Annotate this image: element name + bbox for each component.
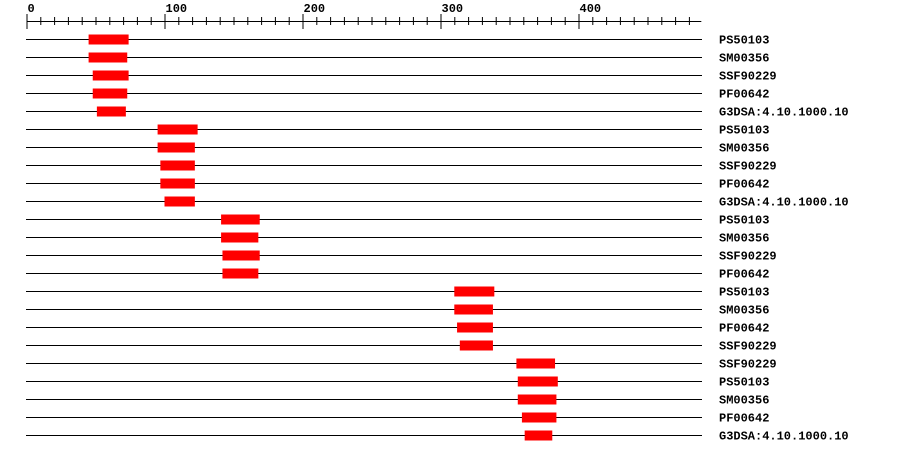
axis-tick-label: 200 [304,2,326,16]
track-label: PS50103 [719,34,769,48]
axis-tick-label: 400 [580,2,602,16]
track-label: PF00642 [719,268,769,282]
domain-bar [157,124,198,135]
domain-bar [92,88,128,99]
domain-bar [164,196,195,207]
track-label: SM00356 [719,304,769,318]
domain-bar [160,178,195,189]
track-label: SSF90229 [719,70,777,84]
domain-bar [96,106,126,117]
domain-bar [457,322,493,333]
track-label: SM00356 [719,142,769,156]
domain-bar [524,430,553,441]
track-label: SM00356 [719,232,769,246]
track-label: PF00642 [719,178,769,192]
track-label: SSF90229 [719,340,777,354]
domain-bar [521,412,557,423]
domain-bar [517,394,557,405]
domain-bar [454,304,493,315]
track-label: SSF90229 [719,358,777,372]
domain-bar [517,376,558,387]
track-label: SM00356 [719,394,769,408]
track-label: SSF90229 [719,250,777,264]
track-label: PF00642 [719,88,769,102]
domain-bar [221,214,260,225]
domain-bar [222,268,259,279]
domain-bar [160,160,195,171]
axis-tick-label: 100 [166,2,188,16]
track-label: PF00642 [719,322,769,336]
track-label: PS50103 [719,286,769,300]
domain-bar [157,142,195,153]
domain-bar [88,52,128,63]
track-label: PF00642 [719,412,769,426]
domain-bar [92,70,129,81]
domain-bar [222,250,260,261]
track-label: PS50103 [719,124,769,138]
track-label: G3DSA:4.10.1000.10 [719,430,849,444]
track-label: SSF90229 [719,160,777,174]
track-label: PS50103 [719,214,769,228]
axis-tick-label: 300 [442,2,464,16]
track-label: G3DSA:4.10.1000.10 [719,106,849,120]
domain-bar [516,358,556,369]
track-label: G3DSA:4.10.1000.10 [719,196,849,210]
track-label: SM00356 [719,52,769,66]
domain-bar [88,34,129,45]
domain-bar [221,232,259,243]
track-label: PS50103 [719,376,769,390]
domain-bar [454,286,495,297]
axis-tick-label: 0 [28,2,35,16]
domain-bar [459,340,493,351]
